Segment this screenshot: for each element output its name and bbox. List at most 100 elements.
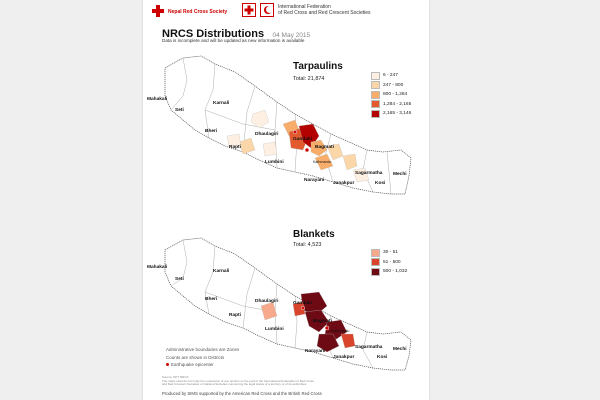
page-title: NRCS Distributions xyxy=(162,28,265,40)
zone-label: Mechi xyxy=(393,171,407,177)
blankets-total: Total: 4,523 xyxy=(293,242,322,248)
kathmandu-marker-tarpaulins xyxy=(304,147,310,153)
zone-labels-blankets: Mahakali Seti Karnali Bheri Rapti Dhaula… xyxy=(147,264,407,360)
legend-swatch xyxy=(371,81,380,90)
legend-label: 51 - 500 xyxy=(383,259,401,265)
epicenter-marker-tarpaulins xyxy=(292,129,298,135)
legend-label: 247 - 800 xyxy=(383,82,404,88)
district-fill xyxy=(310,139,328,157)
epicenter-marker-blankets xyxy=(300,305,306,311)
zone-label: Lumbini xyxy=(265,159,284,165)
legend-swatch xyxy=(371,258,380,267)
ifrc-name: International Federation of Red Cross an… xyxy=(278,4,371,16)
tarpaulin-map xyxy=(164,55,412,195)
district-fill xyxy=(340,333,356,349)
tarpaulins-legend: 6 - 247 247 - 800 800 - 1,284 1,284 - 2,165… xyxy=(371,71,411,119)
legend-swatch xyxy=(371,267,380,276)
district-fill xyxy=(260,301,278,321)
title-row: NRCS Distributions 04 May 2015 xyxy=(162,24,310,42)
legend-swatch xyxy=(371,100,380,109)
legend-swatch xyxy=(371,109,380,118)
zone-label: Bheri xyxy=(205,128,217,134)
zone-label: Janakpur xyxy=(333,354,354,360)
red-cross-box-icon xyxy=(242,3,256,17)
zone-label: Janakpur xyxy=(333,180,354,186)
page-date: 04 May 2015 xyxy=(272,32,311,39)
district-fill xyxy=(262,141,278,157)
legend-item: 500 - 1,032 xyxy=(371,267,407,277)
zone-label: Narayani xyxy=(304,177,324,183)
district-fill xyxy=(342,153,358,171)
zone-label: Gandaki xyxy=(293,136,312,142)
legend-item: 30 - 51 xyxy=(371,248,407,258)
legend-label: 30 - 51 xyxy=(383,250,398,256)
zone-label: Bheri xyxy=(205,296,217,302)
kathmandu-label: Kathmandu xyxy=(331,329,349,333)
nrcs-name: Nepal Red Cross Society xyxy=(168,9,228,15)
legend-swatch xyxy=(371,90,380,99)
zone-label: Sagarmatha xyxy=(355,344,383,350)
map-sheet: Nepal Red Cross Society International Fe… xyxy=(143,0,429,400)
legend-swatch xyxy=(371,71,380,80)
ifrc-logo: International Federation of Red Cross an… xyxy=(242,3,371,17)
legend-swatch xyxy=(371,248,380,257)
epicenter-icon xyxy=(166,363,169,366)
zone-label: Rapti xyxy=(229,312,241,318)
zone-label: Dhaulagiri xyxy=(255,298,278,304)
zone-label: Kosi xyxy=(377,354,387,360)
tarpaulins-title: Tarpaulins xyxy=(293,61,343,72)
zone-label: Narayani xyxy=(305,348,325,354)
nrcs-logo: Nepal Red Cross Society xyxy=(152,5,227,17)
legend-label: 800 - 1,284 xyxy=(383,92,408,98)
zone-label: Karnali xyxy=(213,100,229,106)
legend-label: 500 - 1,032 xyxy=(383,269,408,275)
source-note: Source: NPT NRCS The maps used do not im… xyxy=(162,375,314,387)
district-fill xyxy=(316,333,340,353)
zone-label: Karnali xyxy=(213,268,229,274)
blankets-title: Blankets xyxy=(293,229,335,240)
tarpaulins-total: Total: 21,874 xyxy=(293,76,325,82)
zone-label: Mechi xyxy=(393,346,407,352)
zone-label: Mahakali xyxy=(147,96,167,102)
legend-item: 247 - 800 xyxy=(371,81,411,91)
red-crescent-icon xyxy=(260,3,274,17)
legend-label: 2,165 - 3,146 xyxy=(383,111,412,117)
legend-item: 6 - 247 xyxy=(371,71,411,81)
maps-svg: Mahakali Seti Karnali Bheri Rapti Dhaula… xyxy=(147,55,412,371)
zone-label: Seti xyxy=(175,107,184,113)
note-epicenter: Earthquake epicenter xyxy=(166,362,214,367)
blankets-legend: 30 - 51 51 - 500 500 - 1,032 xyxy=(371,248,407,277)
district-fill xyxy=(250,109,270,129)
legend-item: 1,284 - 2,165 xyxy=(371,100,411,110)
zone-label: Sagarmatha xyxy=(355,170,383,176)
zone-label: Rapti xyxy=(229,144,241,150)
zone-label: Dhaulagiri xyxy=(255,131,278,137)
legend-item: 51 - 500 xyxy=(371,258,407,268)
red-cross-icon xyxy=(152,5,164,17)
zone-label: Mahakali xyxy=(147,264,167,270)
district-fill xyxy=(292,301,306,317)
note-counts: Counts are shown in Districts xyxy=(166,355,225,360)
zone-label: Kosi xyxy=(375,180,385,186)
page-subtitle: Data is incomplete and will be updated a… xyxy=(162,38,305,43)
district-fill xyxy=(352,167,370,183)
district-fill xyxy=(226,133,242,147)
note-boundaries: Administrative boundaries are Zones xyxy=(166,347,240,352)
kathmandu-label: Kathmandu xyxy=(313,160,331,164)
zone-label: Gandaki xyxy=(293,300,312,306)
zone-label: Bagmati xyxy=(315,144,334,150)
footer-credit: Produced by SIMS supported by the Americ… xyxy=(162,391,322,396)
district-fill xyxy=(304,309,330,333)
zone-labels-tarpaulins: Mahakali Seti Karnali Bheri Rapti Dhaula… xyxy=(147,96,407,186)
legend-item: 800 - 1,284 xyxy=(371,90,411,100)
district-fill xyxy=(238,137,256,155)
legend-label: 6 - 247 xyxy=(383,73,398,79)
zone-label: Lumbini xyxy=(265,326,284,332)
zone-label: Seti xyxy=(175,276,184,282)
blankets-map xyxy=(164,237,412,371)
legend-item: 2,165 - 3,146 xyxy=(371,109,411,119)
zone-label: Bagmati xyxy=(313,318,332,324)
legend-label: 1,284 - 2,165 xyxy=(383,101,412,107)
district-fill xyxy=(314,153,334,171)
kathmandu-marker-blankets xyxy=(324,325,330,331)
